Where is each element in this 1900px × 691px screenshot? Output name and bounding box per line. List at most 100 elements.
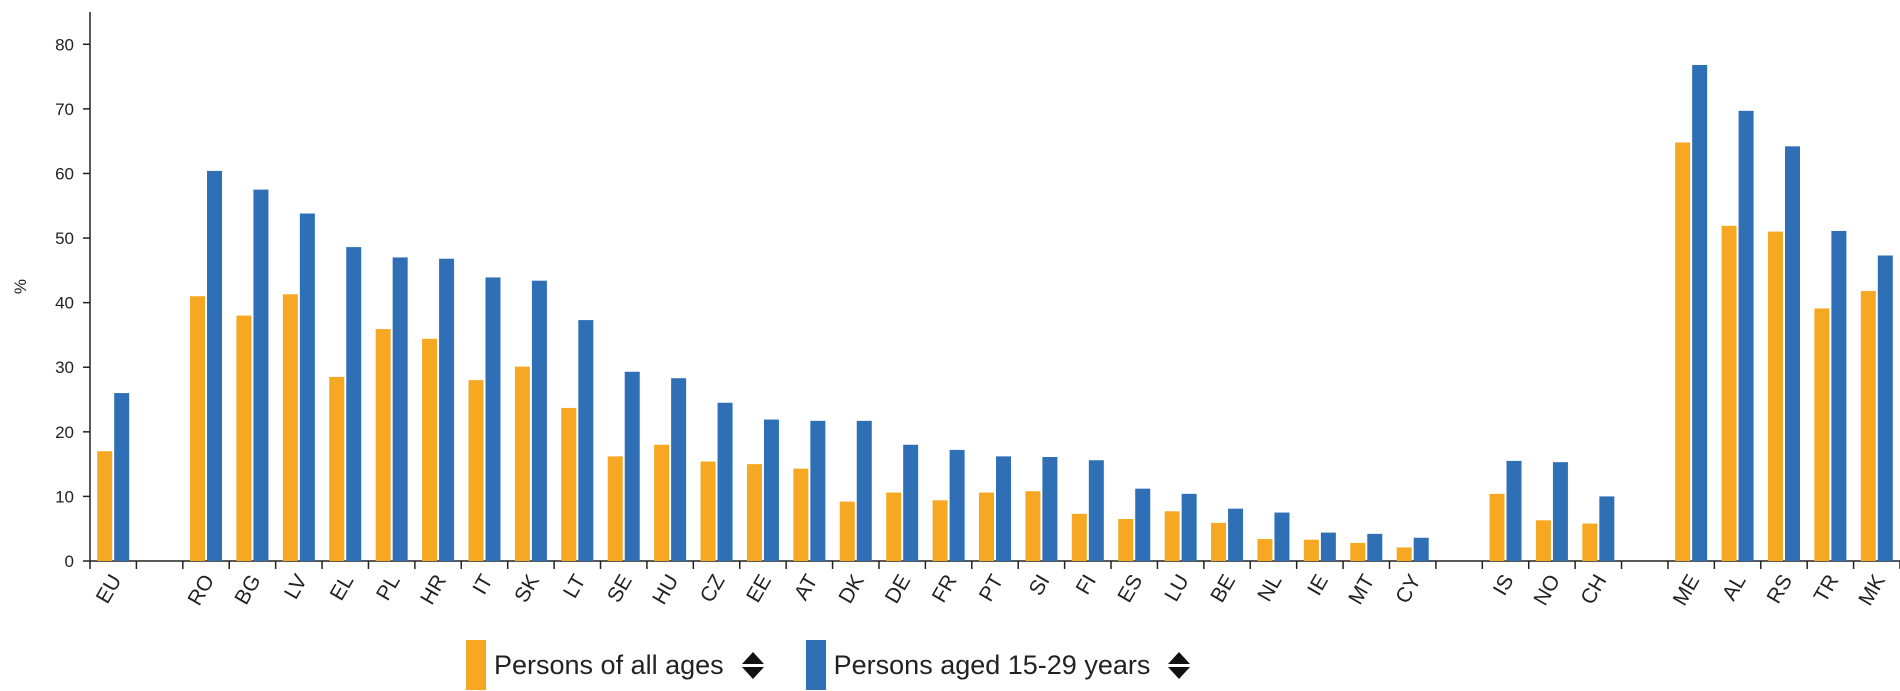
y-axis-label: %	[11, 279, 30, 294]
bar-all-ages[interactable]	[236, 315, 252, 561]
bar-15-29[interactable]	[346, 247, 362, 561]
bar-all-ages[interactable]	[932, 500, 948, 561]
bar-15-29[interactable]	[949, 449, 965, 561]
bar-all-ages[interactable]	[979, 492, 994, 561]
bar-all-ages[interactable]	[468, 380, 484, 561]
x-tick-label: LV	[280, 571, 312, 603]
legend-item-all-ages[interactable]: Persons of all ages	[466, 640, 764, 690]
sort-arrows-icon[interactable]	[1168, 651, 1191, 679]
bar-all-ages[interactable]	[839, 501, 855, 561]
bar-all-ages[interactable]	[1767, 231, 1783, 561]
bar-all-ages[interactable]	[1535, 520, 1551, 561]
bar-15-29[interactable]	[1784, 146, 1800, 561]
bar-15-29[interactable]	[1877, 255, 1893, 561]
bar-all-ages[interactable]	[1721, 225, 1737, 562]
legend-swatch-all-ages	[466, 640, 486, 690]
y-tick-label: 30	[55, 358, 74, 377]
bar-15-29[interactable]	[856, 420, 872, 561]
bar-all-ages[interactable]	[1164, 511, 1180, 561]
bar-all-ages[interactable]	[886, 492, 902, 561]
bar-15-29[interactable]	[1506, 460, 1522, 561]
bar-15-29[interactable]	[1042, 457, 1058, 561]
bar-15-29[interactable]	[114, 393, 130, 561]
bar-all-ages[interactable]	[1582, 523, 1598, 561]
bar-15-29[interactable]	[485, 277, 501, 561]
bar-all-ages[interactable]	[1303, 539, 1319, 561]
bar-15-29[interactable]	[1181, 493, 1197, 561]
x-tick-label: CY	[1391, 571, 1426, 608]
legend-label-all-ages: Persons of all ages	[494, 649, 724, 680]
bar-all-ages[interactable]	[97, 451, 113, 561]
x-tick-label: SI	[1025, 571, 1055, 600]
bar-15-29[interactable]	[531, 280, 547, 561]
x-tick-label: IT	[468, 571, 497, 599]
bar-all-ages[interactable]	[1396, 547, 1412, 561]
bar-15-29[interactable]	[207, 170, 223, 561]
bar-15-29[interactable]	[1831, 230, 1847, 562]
x-tick-label: AT	[790, 571, 823, 605]
sort-arrows-icon[interactable]	[741, 651, 764, 679]
bar-all-ages[interactable]	[1071, 513, 1087, 561]
bar-all-ages[interactable]	[700, 461, 716, 561]
bar-all-ages[interactable]	[375, 329, 391, 561]
bar-15-29[interactable]	[1413, 537, 1429, 561]
bar-15-29[interactable]	[1228, 508, 1244, 561]
bar-all-ages[interactable]	[422, 338, 438, 561]
bar-15-29[interactable]	[1088, 460, 1104, 561]
bar-15-29[interactable]	[1135, 488, 1151, 561]
x-tick-label: IE	[1303, 571, 1333, 600]
bar-all-ages[interactable]	[746, 464, 762, 561]
bar-all-ages[interactable]	[1675, 142, 1691, 561]
bar-15-29[interactable]	[299, 213, 315, 561]
x-tick-label: DE	[881, 571, 916, 608]
x-tick-label: NO	[1529, 571, 1565, 610]
bar-15-29[interactable]	[1599, 496, 1615, 561]
bar-15-29[interactable]	[439, 258, 455, 561]
x-tick-label: IS	[1489, 571, 1519, 600]
bar-all-ages[interactable]	[654, 444, 670, 561]
x-tick-label: EU	[92, 571, 127, 608]
bar-15-29[interactable]	[1692, 64, 1708, 562]
bar-all-ages[interactable]	[1489, 493, 1505, 561]
bar-15-29[interactable]	[1274, 512, 1290, 561]
bar-chart: 0 10 20 30 40 50 60 70 80 EU RO BG LV EL PL HR IT SK LT SE…	[11, 12, 1900, 610]
bar-all-ages[interactable]	[190, 296, 206, 561]
y-tick-label: 40	[55, 294, 74, 313]
bar-all-ages[interactable]	[1860, 291, 1876, 561]
legend: Persons of all ages Persons aged 15-29 y…	[466, 640, 1191, 690]
bar-all-ages[interactable]	[514, 366, 530, 561]
legend-item-15-29[interactable]: Persons aged 15-29 years	[805, 640, 1191, 690]
bar-all-ages[interactable]	[607, 456, 623, 561]
bar-15-29[interactable]	[810, 420, 826, 561]
bar-all-ages[interactable]	[793, 468, 809, 561]
bar-15-29[interactable]	[671, 378, 687, 561]
x-tick-label: FR	[928, 571, 962, 607]
bar-15-29[interactable]	[392, 257, 408, 561]
bar-15-29[interactable]	[996, 456, 1011, 561]
bar-15-29[interactable]	[1738, 110, 1754, 561]
bar-all-ages[interactable]	[282, 294, 298, 561]
bar-all-ages[interactable]	[1025, 491, 1041, 561]
bar-all-ages[interactable]	[1814, 308, 1830, 561]
bar-15-29[interactable]	[763, 419, 779, 561]
y-tick-label: 20	[55, 423, 74, 442]
bar-all-ages[interactable]	[329, 376, 345, 561]
bar-all-ages[interactable]	[1118, 519, 1134, 561]
bar-all-ages[interactable]	[1350, 542, 1366, 561]
bar-15-29[interactable]	[903, 444, 919, 561]
bar-15-29[interactable]	[1367, 533, 1383, 561]
x-tick-label: LT	[559, 571, 590, 603]
y-tick-label: 0	[65, 552, 74, 571]
bar-15-29[interactable]	[253, 189, 269, 561]
bar-all-ages[interactable]	[1257, 539, 1273, 561]
bar-15-29[interactable]	[1552, 462, 1568, 561]
bar-15-29[interactable]	[717, 402, 733, 561]
bar-all-ages[interactable]	[1211, 522, 1227, 561]
bar-15-29[interactable]	[578, 320, 594, 561]
x-tick-label: AL	[1718, 571, 1751, 605]
bar-15-29[interactable]	[1320, 532, 1336, 561]
legend-swatch-15-29	[805, 640, 826, 690]
bar-all-ages[interactable]	[561, 407, 577, 561]
bar-15-29[interactable]	[624, 371, 640, 561]
x-tick-label: PT	[975, 571, 1008, 606]
